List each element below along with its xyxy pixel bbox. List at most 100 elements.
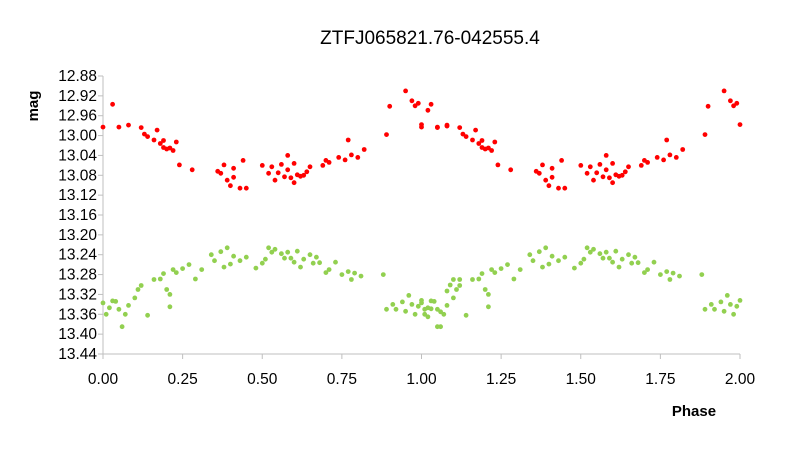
data-point [361, 147, 367, 152]
data-point [310, 260, 316, 266]
data-point [259, 163, 265, 168]
data-point [610, 161, 615, 166]
data-point [444, 303, 450, 308]
data-point [482, 287, 488, 292]
data-point [221, 264, 227, 270]
data-point [345, 137, 351, 143]
data-point [288, 175, 294, 181]
data-point [438, 309, 443, 315]
data-point [132, 295, 138, 301]
data-point [444, 123, 450, 129]
x-tick-label: 1.75 [645, 371, 675, 388]
data-point [180, 266, 186, 271]
data-point [384, 132, 389, 138]
data-point [712, 306, 717, 312]
y-tick-label: 13.36 [58, 306, 97, 323]
data-point [282, 255, 287, 261]
x-tick-label: 1.25 [486, 371, 516, 388]
data-point [409, 302, 415, 307]
y-axis-ticks: 12.88 12.92 12.96 13.00 13.04 13.08 13.12 13.16… [58, 68, 103, 363]
data-point [603, 167, 609, 173]
data-point [240, 158, 246, 163]
data-point [508, 167, 514, 173]
data-point [218, 170, 224, 176]
data-point [670, 270, 676, 276]
data-point [536, 170, 542, 176]
data-point [269, 164, 275, 170]
data-point [661, 157, 666, 163]
data-point [724, 293, 730, 298]
data-point [333, 259, 338, 265]
data-point [212, 258, 217, 264]
data-point [282, 174, 287, 180]
data-point [638, 163, 644, 168]
data-point [400, 299, 405, 305]
data-point [546, 183, 552, 189]
data-point [428, 101, 434, 107]
data-point [170, 148, 176, 153]
data-point [517, 267, 523, 272]
data-point [419, 298, 424, 303]
data-point [737, 298, 743, 303]
data-point [173, 270, 179, 275]
data-point [135, 287, 141, 292]
data-point [425, 314, 431, 320]
chart-title: ZTFJ065821.76-042555.4 [320, 28, 540, 49]
x-tick-label: 0.00 [88, 371, 119, 388]
data-point [110, 101, 115, 107]
data-point [403, 308, 408, 314]
data-point [495, 162, 501, 168]
data-point [642, 270, 647, 275]
data-point [116, 306, 122, 312]
data-point [435, 125, 440, 130]
data-point [546, 261, 552, 267]
data-point [393, 306, 399, 312]
data-point [718, 299, 724, 305]
data-point [224, 245, 230, 251]
data-point [463, 312, 469, 318]
data-point [145, 312, 151, 318]
data-point [170, 267, 176, 272]
data-point [279, 251, 284, 257]
data-point [336, 155, 342, 160]
data-point [587, 249, 593, 255]
data-point [721, 308, 727, 314]
data-point [536, 249, 542, 255]
data-point [486, 292, 491, 297]
data-point [259, 260, 265, 266]
data-point [314, 254, 319, 260]
data-point [199, 267, 205, 272]
data-point [113, 299, 119, 304]
data-point [702, 306, 708, 312]
data-point [208, 252, 214, 258]
data-point [540, 264, 545, 270]
data-point [635, 260, 641, 266]
data-point [454, 287, 459, 292]
data-point [243, 185, 249, 191]
data-point [285, 249, 291, 255]
y-tick-label: 13.12 [58, 187, 97, 204]
data-point [380, 272, 386, 277]
y-tick-label: 13.04 [58, 147, 97, 164]
data-point [425, 107, 431, 113]
y-tick-label: 13.24 [58, 247, 97, 264]
data-point [167, 292, 173, 297]
y-tick-label: 13.28 [58, 267, 97, 284]
data-point [476, 141, 482, 146]
data-point [658, 272, 663, 277]
data-point [107, 305, 112, 311]
data-point [699, 272, 705, 277]
data-point [654, 155, 660, 160]
data-point [218, 249, 224, 255]
data-point [122, 311, 128, 317]
y-tick-label: 13.00 [58, 128, 97, 145]
data-point [151, 277, 157, 282]
data-point [422, 306, 428, 312]
data-point [619, 256, 625, 262]
data-point [415, 100, 421, 106]
data-point [237, 185, 243, 191]
data-point [556, 258, 561, 264]
data-point [387, 103, 393, 109]
y-tick-label: 13.40 [58, 326, 97, 343]
